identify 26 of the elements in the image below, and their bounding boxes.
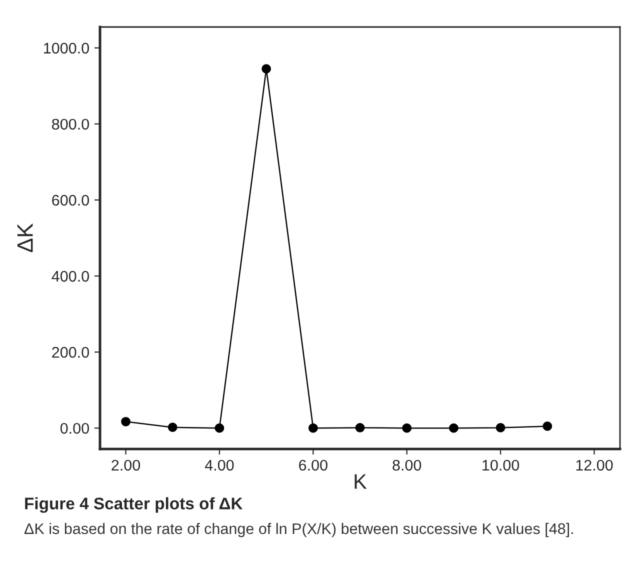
y-tick-label: 200.0 — [52, 346, 89, 358]
point — [542, 422, 552, 431]
text: ΔK is based on the rate of change of ln P(X/K) between successive K values [48]. — [24, 522, 573, 538]
y-tick-label: 0.00 — [60, 422, 89, 434]
x-tick-label: 10.00 — [482, 460, 520, 471]
point — [402, 423, 412, 433]
point — [355, 423, 365, 432]
y-tick-label: 1000.0 — [44, 42, 89, 54]
point — [496, 423, 506, 432]
y-tick-label: 600.0 — [52, 194, 89, 206]
y-tick-label: 400.0 — [52, 270, 89, 282]
point — [308, 423, 318, 433]
x-tick-label: 2.00 — [112, 460, 140, 471]
y-axis-title: ΔK — [17, 223, 33, 252]
x-tick-label: 4.00 — [204, 460, 234, 471]
text: Figure 4 Scatter plots of ΔK — [25, 497, 243, 513]
x-tick-label: 6.00 — [299, 460, 328, 471]
x-tick-label: 12.00 — [576, 460, 613, 471]
x-tick-label: 8.00 — [392, 460, 422, 471]
point — [121, 416, 130, 426]
point — [214, 423, 224, 433]
x-axis-title: K — [354, 474, 367, 489]
y-tick-label: 800.0 — [52, 118, 89, 130]
point — [449, 423, 458, 433]
point — [168, 422, 178, 432]
point — [262, 64, 271, 74]
